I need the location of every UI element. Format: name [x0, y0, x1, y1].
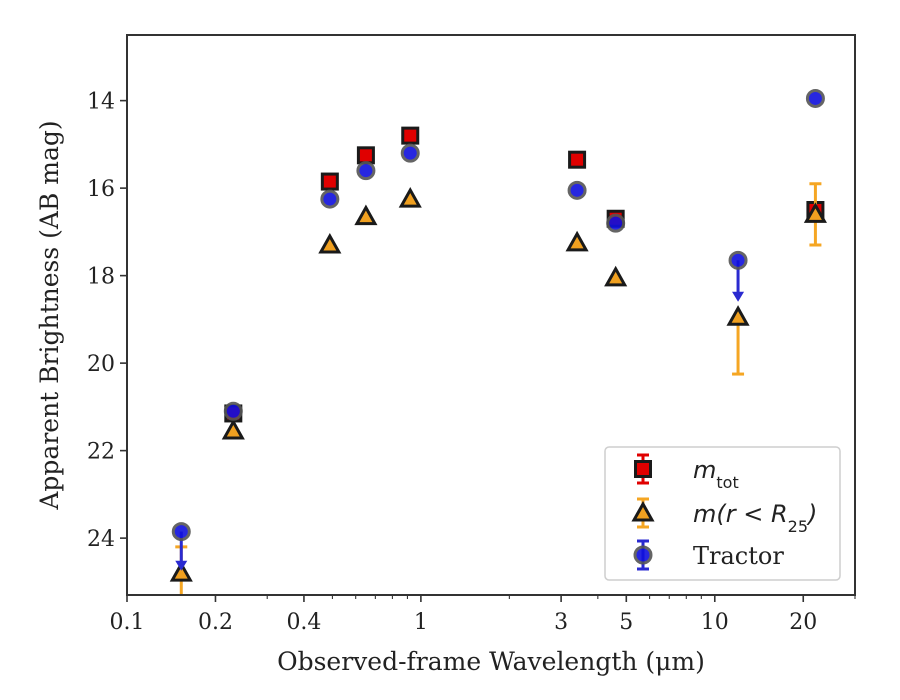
y-tick-label: 16: [87, 177, 115, 202]
legend-label-main: m: [693, 456, 716, 484]
data-point: [400, 143, 420, 163]
data-point: [354, 204, 378, 226]
x-tick-label: 0.2: [198, 610, 233, 635]
legend-marker: [631, 500, 655, 522]
y-tick-label: 20: [87, 352, 115, 377]
data-point: [398, 187, 422, 208]
data-point: [221, 418, 245, 440]
data-point: [356, 146, 375, 165]
y-axis-label: Apparent Brightness (AB mag): [35, 120, 64, 510]
data-point: [728, 250, 748, 270]
legend-entry: m(r < R25): [631, 497, 817, 536]
x-tick-label: 5: [619, 610, 633, 635]
data-point: [604, 265, 628, 287]
x-tick-label: 1: [414, 610, 428, 635]
x-tick-label: 20: [789, 610, 817, 635]
x-tick-label: 3: [554, 610, 568, 635]
data-point: [320, 189, 340, 209]
legend-label-main: m(r < R: [693, 500, 788, 528]
legend-label: Tractor: [693, 542, 784, 570]
y-tick-label: 14: [87, 90, 115, 115]
legend-label-tail: ): [806, 500, 817, 528]
data-point: [726, 305, 750, 326]
legend-label: m(r < R25): [693, 500, 817, 536]
axes: 0.1 0.2 0.4 1 3 5 10 20 14 16 18 20 22 24 Observed-fra…: [35, 34, 856, 676]
legend-marker: [634, 460, 652, 478]
legend-entry: Tractor: [633, 539, 784, 571]
data-point: [805, 88, 825, 108]
data-point: [356, 161, 376, 181]
data-point: [169, 561, 193, 582]
legend-label-subscript: tot: [716, 473, 738, 492]
data-point: [401, 126, 420, 145]
series-triangle: [169, 182, 827, 595]
x-tick-label: 10: [701, 610, 729, 635]
plot-area: [169, 88, 827, 595]
data-point: [803, 202, 827, 223]
legend: mtot m(r < R25) Tractor: [604, 446, 841, 581]
x-tick-label: 0.1: [110, 610, 145, 635]
legend-entry: mtot: [634, 453, 739, 492]
x-axis-label: Observed-frame Wavelength (μm): [277, 647, 705, 676]
data-point: [565, 230, 589, 252]
data-point: [171, 522, 191, 542]
data-point: [223, 401, 243, 421]
series-circle: [171, 88, 825, 571]
data-point: [318, 232, 342, 254]
error-bar: [732, 315, 745, 376]
legend-box: [604, 446, 841, 581]
series-square: [224, 126, 825, 423]
data-point: [606, 213, 626, 233]
data-point: [320, 172, 339, 191]
plot-frame: [126, 34, 856, 596]
y-tick-label: 24: [87, 527, 115, 552]
y-tick-label: 22: [87, 440, 115, 465]
data-point: [568, 150, 587, 169]
x-tick-label: 0.4: [286, 610, 321, 635]
y-tick-label: 18: [87, 265, 115, 290]
data-point: [567, 180, 587, 200]
legend-label-subscript: 25: [788, 517, 808, 536]
legend-marker: [633, 545, 653, 565]
legend-label: mtot: [693, 456, 739, 492]
